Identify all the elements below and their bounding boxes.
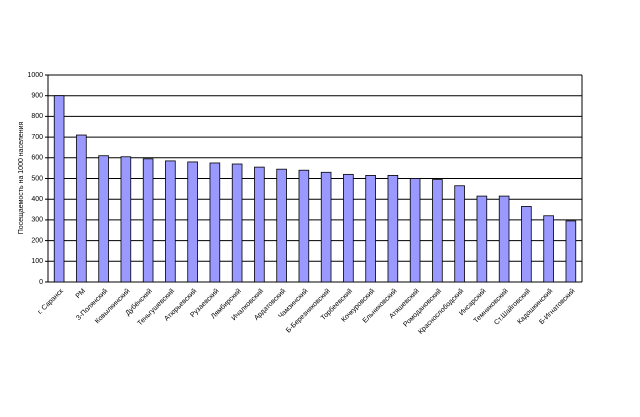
bar bbox=[565, 220, 577, 283]
bar bbox=[254, 166, 265, 283]
x-tick-label: Ромодановский bbox=[402, 287, 443, 328]
bar bbox=[142, 158, 154, 283]
x-tick-label: РМ bbox=[75, 288, 87, 300]
bar bbox=[120, 156, 132, 283]
bar bbox=[365, 174, 376, 283]
bar bbox=[187, 161, 198, 283]
bar bbox=[498, 195, 510, 283]
bar bbox=[387, 174, 399, 283]
bar bbox=[165, 160, 176, 283]
bar bbox=[98, 155, 109, 283]
y-tick-label: 100 bbox=[31, 258, 43, 265]
bar bbox=[454, 185, 465, 283]
y-tick-label: 200 bbox=[31, 237, 43, 244]
bar bbox=[476, 195, 488, 283]
y-tick-label: 500 bbox=[31, 175, 43, 182]
x-tick-label: г. Саранск bbox=[37, 287, 66, 316]
bar bbox=[409, 178, 421, 283]
bar bbox=[276, 168, 287, 283]
y-tick-label: 700 bbox=[31, 134, 43, 141]
bar bbox=[76, 134, 87, 283]
y-tick-label: 400 bbox=[31, 196, 43, 203]
bar bbox=[521, 206, 532, 283]
y-tick-label: 800 bbox=[31, 113, 43, 120]
y-axis-label: Посещаемость на 1000 населения bbox=[18, 122, 25, 235]
bar bbox=[209, 162, 221, 283]
bar bbox=[343, 173, 354, 283]
y-tick-label: 1000 bbox=[27, 72, 43, 79]
bar bbox=[432, 179, 443, 283]
bar bbox=[320, 171, 332, 283]
bar bbox=[298, 169, 310, 283]
y-tick-label: 600 bbox=[31, 155, 43, 162]
bar bbox=[53, 95, 65, 283]
y-tick-label: 900 bbox=[31, 93, 43, 100]
bar bbox=[543, 215, 554, 283]
x-tick-label: Теньгушевский bbox=[136, 287, 176, 327]
bar bbox=[231, 163, 243, 283]
y-tick-label: 0 bbox=[39, 279, 43, 286]
y-tick-label: 300 bbox=[31, 217, 43, 224]
